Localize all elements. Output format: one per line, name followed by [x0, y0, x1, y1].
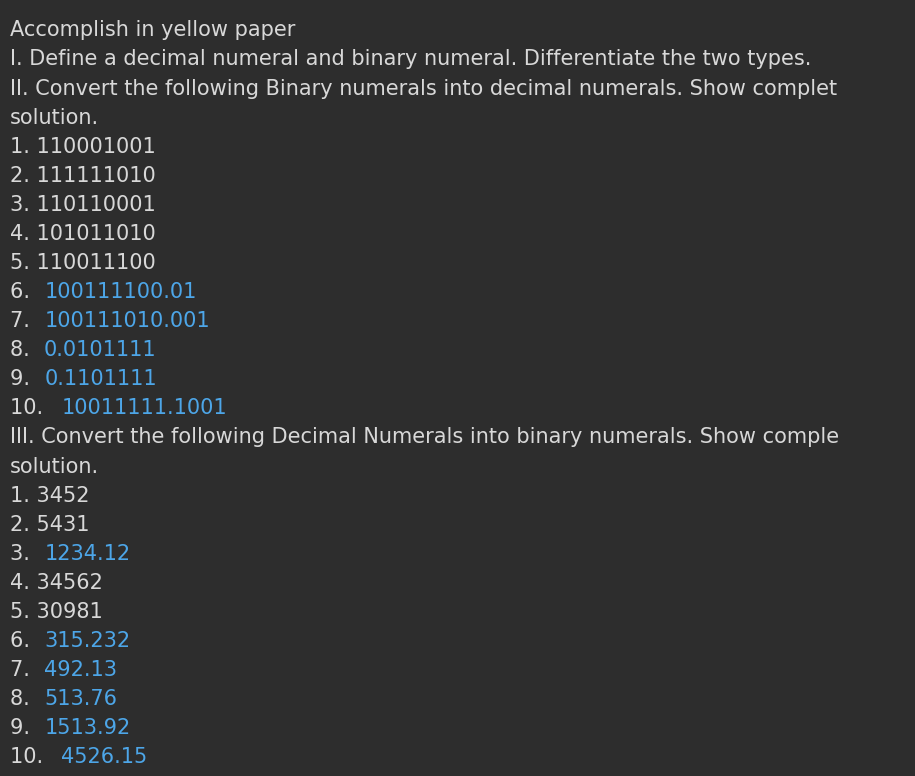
Text: 7.: 7. [10, 311, 37, 331]
Text: 0.0101111: 0.0101111 [44, 340, 156, 360]
Text: 7.: 7. [10, 660, 37, 680]
Text: 9.: 9. [10, 369, 37, 390]
Text: 4526.15: 4526.15 [61, 747, 147, 767]
Text: 513.76: 513.76 [44, 689, 117, 709]
Text: 100111100.01: 100111100.01 [44, 282, 197, 302]
Text: 6.: 6. [10, 631, 37, 651]
Text: 315.232: 315.232 [44, 631, 131, 651]
Text: 2. 111111010: 2. 111111010 [10, 166, 156, 185]
Text: solution.: solution. [10, 108, 99, 127]
Text: 2. 5431: 2. 5431 [10, 514, 90, 535]
Text: 0.1101111: 0.1101111 [44, 369, 157, 390]
Text: 10011111.1001: 10011111.1001 [61, 398, 227, 418]
Text: 10.: 10. [10, 747, 49, 767]
Text: III. Convert the following Decimal Numerals into binary numerals. Show comple: III. Convert the following Decimal Numer… [10, 428, 839, 448]
Text: solution.: solution. [10, 456, 99, 476]
Text: 5. 30981: 5. 30981 [10, 602, 102, 622]
Text: 1. 110001001: 1. 110001001 [10, 137, 156, 157]
Text: 3.: 3. [10, 544, 37, 563]
Text: II. Convert the following Binary numerals into decimal numerals. Show complet: II. Convert the following Binary numeral… [10, 78, 837, 99]
Text: 9.: 9. [10, 719, 37, 738]
Text: 1513.92: 1513.92 [44, 719, 131, 738]
Text: 4. 101011010: 4. 101011010 [10, 224, 156, 244]
Text: 492.13: 492.13 [44, 660, 117, 680]
Text: 3. 110110001: 3. 110110001 [10, 195, 156, 215]
Text: Accomplish in yellow paper: Accomplish in yellow paper [10, 20, 296, 40]
Text: 8.: 8. [10, 340, 37, 360]
Text: 1234.12: 1234.12 [44, 544, 130, 563]
Text: 8.: 8. [10, 689, 37, 709]
Text: 10.: 10. [10, 398, 49, 418]
Text: I. Define a decimal numeral and binary numeral. Differentiate the two types.: I. Define a decimal numeral and binary n… [10, 50, 812, 69]
Text: 1. 3452: 1. 3452 [10, 486, 90, 506]
Text: 100111010.001: 100111010.001 [44, 311, 210, 331]
Text: 5. 110011100: 5. 110011100 [10, 253, 156, 273]
Text: 4. 34562: 4. 34562 [10, 573, 102, 593]
Text: 6.: 6. [10, 282, 37, 302]
